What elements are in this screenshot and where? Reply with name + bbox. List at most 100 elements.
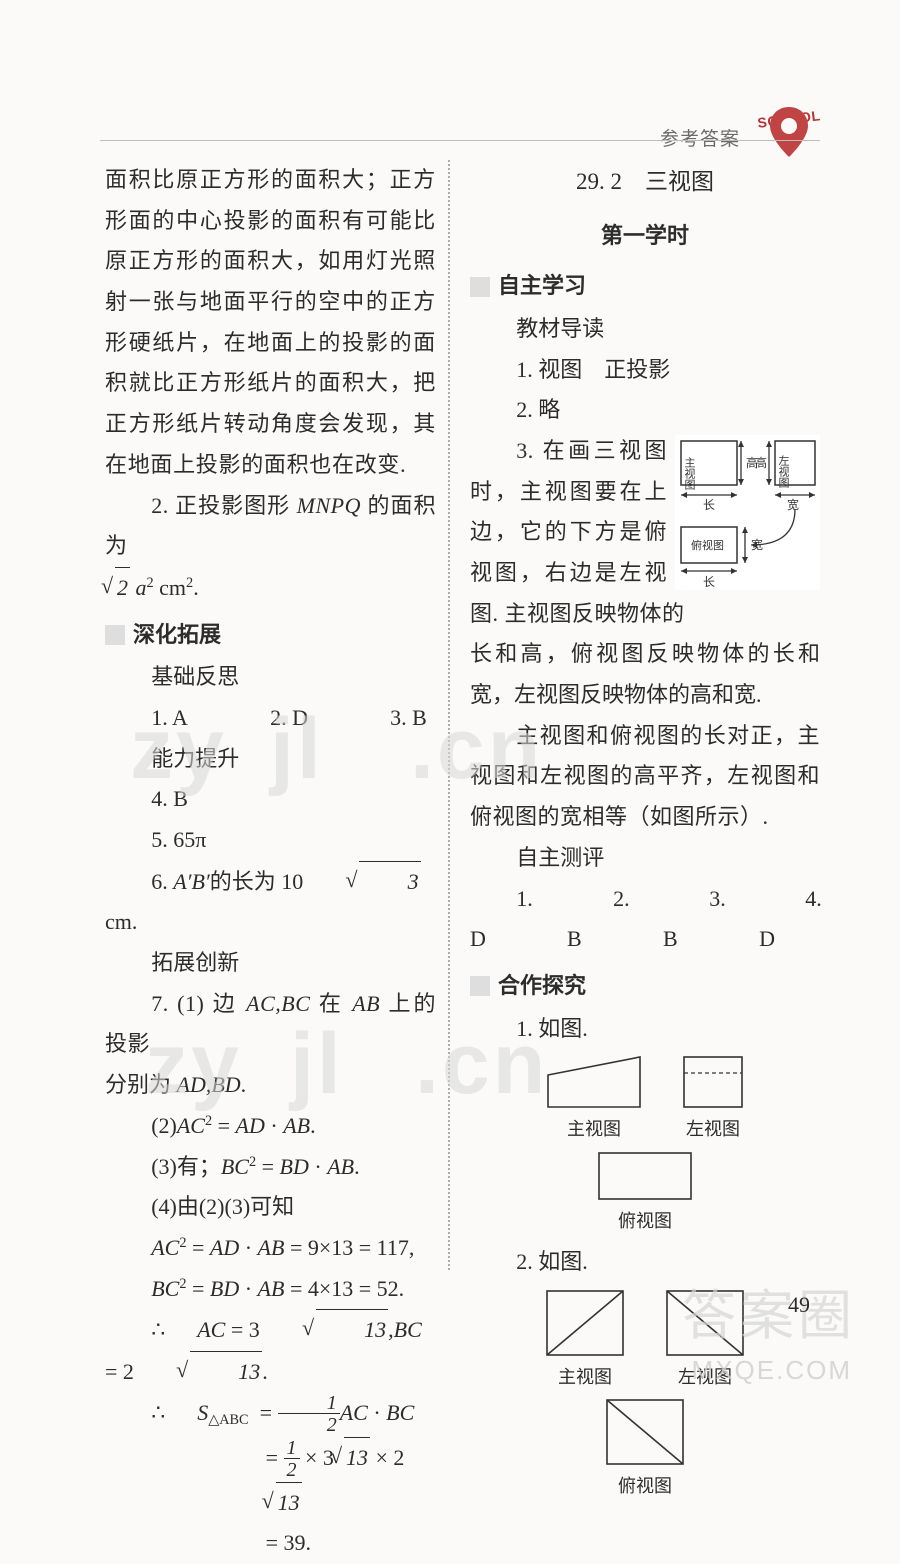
sub-nengli: 能力提升 — [105, 739, 436, 780]
ans-6: 6. A′B′的长为 103 cm. — [105, 861, 436, 943]
left-column: 面积比原正方形的面积大；正方形面的中心投影的面积有可能比原正方形的面积大，如用灯… — [105, 160, 450, 1270]
fig2-top: 俯视图 — [605, 1398, 685, 1503]
calc-1: AC2 = AD · AB = 9×13 = 117, — [105, 1228, 436, 1269]
sub-jiaocai: 教材导读 — [470, 309, 820, 350]
q7-ac: AC — [246, 991, 275, 1016]
calc-4: ∴ S△ABC = 12AC · BC — [105, 1393, 436, 1437]
q7-1-line2: 分别为 AD,BD. — [105, 1065, 436, 1106]
calc1b: = 9×13 = 117, — [290, 1235, 414, 1260]
section-title: 29. 2 三视图 — [470, 161, 820, 204]
gray-square-icon — [105, 625, 125, 645]
q7-ad: AD — [177, 1072, 206, 1097]
ans-3b: 3. B — [344, 698, 427, 739]
q7-1-line1: 7. (1) 边 AC,BC 在 AB 上的投影 — [105, 984, 436, 1065]
r13a: 13 — [316, 1309, 388, 1351]
r3b: 长和高，俯视图反映物体的长和宽，左视图反映物体的高和宽. — [470, 634, 820, 715]
q7-2: (2)AC2 = AD · AB. — [105, 1106, 436, 1147]
mnpq: MNPQ — [297, 493, 361, 518]
r2: 2. 略 — [470, 390, 820, 431]
svg-text:长: 长 — [703, 575, 715, 589]
heading-hezuo: 合作探究 — [470, 966, 820, 1007]
q6-b: 的长为 — [210, 869, 282, 894]
dot4: · — [239, 1276, 257, 1301]
calc-3: ∴ AC = 313,BC = 213. — [105, 1309, 436, 1392]
q7-3: (3)有；BC2 = BD · AB. — [105, 1147, 436, 1188]
calc2: = 4×13 = 52. — [290, 1276, 404, 1301]
svg-text:主视图: 主视图 — [683, 457, 696, 491]
calc-2: BC2 = BD · AB = 4×13 = 52. — [105, 1269, 436, 1310]
watermark-brand: 答案圈 — [682, 1271, 856, 1350]
cap-left-1: 左视图 — [686, 1113, 740, 1146]
fig-row-1b: 俯视图 — [470, 1151, 820, 1238]
gray-square-icon-2 — [470, 277, 490, 297]
cap-main-1: 主视图 — [567, 1113, 621, 1146]
answers-row-1: 1. A 2. D 3. B — [105, 698, 436, 739]
q7-1a: 7. (1) 边 — [151, 991, 246, 1016]
dot3: · — [239, 1235, 257, 1260]
header-rule — [100, 140, 820, 141]
svg-text:高: 高 — [755, 455, 767, 470]
ra1: 1. D — [470, 879, 531, 960]
fig1-main: 主视图 — [546, 1055, 642, 1146]
calc-5: = 12 × 313 × 213 — [105, 1437, 436, 1524]
heading-shenhua: 深化拓展 — [105, 615, 436, 656]
q2-result: 2 a2 cm2. — [105, 567, 436, 609]
ans-5: 5. 65π — [105, 820, 436, 861]
calc-6: = 39. — [105, 1523, 436, 1564]
left-q2: 2. 正投影图形 MNPQ 的面积为 — [105, 486, 436, 567]
svg-text:长: 长 — [703, 498, 715, 512]
fig1-left: 左视图 — [682, 1055, 744, 1146]
q7-bc: BC — [281, 991, 310, 1016]
q6-a: 6. — [151, 869, 173, 894]
ans-4b: 4. B — [105, 779, 436, 820]
three-view-diagram: 主视图 左视图 俯视图 高 高 — [675, 435, 820, 590]
header-label: 参考答案 — [660, 124, 740, 151]
right-column: 29. 2 三视图 第一学时 自主学习 教材导读 1. 视图 正投影 2. 略 … — [450, 160, 820, 1270]
ra2: 2. B — [567, 879, 627, 960]
heading-hezuo-text: 合作探究 — [498, 966, 586, 1007]
fig-row-2b: 俯视图 — [470, 1398, 820, 1503]
q6-ab: A′B′ — [173, 869, 210, 894]
watermark-url: MXQE.COM — [692, 1355, 852, 1386]
q7-p: . — [241, 1072, 247, 1097]
sub-jichu: 基础反思 — [105, 657, 436, 698]
q7-2a: (2) — [151, 1113, 177, 1138]
r-p2: 主视图和俯视图的长对正，主视图和左视图的高平齐，左视图和俯视图的宽相等（如图所示… — [470, 716, 820, 838]
q6-c: cm. — [105, 909, 137, 934]
fig-row-1: 主视图 左视图 — [470, 1055, 820, 1146]
page-number: 49 — [788, 1292, 810, 1318]
cap-top-2: 俯视图 — [618, 1470, 672, 1503]
school-badge: SCHOOL — [758, 105, 820, 167]
q7-1-2a: 分别为 — [105, 1072, 177, 1097]
q7-bd: BD — [211, 1072, 240, 1097]
h1: 1. 如图. — [470, 1009, 820, 1050]
answers-row-r: 1. D 2. B 3. B 4. D — [470, 879, 820, 960]
dot1: · — [265, 1113, 283, 1138]
two-column-body: 面积比原正方形的面积大；正方形面的中心投影的面积有可能比原正方形的面积大，如用灯… — [105, 160, 820, 1270]
q7-1b: 在 — [310, 991, 352, 1016]
ra3: 3. B — [663, 879, 723, 960]
r3-wrap: 主视图 左视图 俯视图 高 高 — [470, 431, 820, 634]
r1: 1. 视图 正投影 — [470, 350, 820, 391]
lesson-sub: 第一学时 — [470, 216, 820, 257]
ra4: 4. D — [759, 879, 820, 960]
heading-zizhu-text: 自主学习 — [498, 266, 586, 307]
q7-ab: AB — [352, 991, 380, 1016]
q7-4: (4)由(2)(3)可知 — [105, 1187, 436, 1228]
svg-text:俯视图: 俯视图 — [691, 538, 724, 552]
fig2-main: 主视图 — [545, 1289, 625, 1394]
ans-1a: 1. A — [105, 698, 188, 739]
cap-main-2: 主视图 — [558, 1361, 612, 1394]
heading-zizhu: 自主学习 — [470, 266, 820, 307]
gray-square-icon-3 — [470, 976, 490, 996]
heading-shenhua-text: 深化拓展 — [133, 615, 221, 656]
left-para-1: 面积比原正方形的面积大；正方形面的中心投影的面积有可能比原正方形的面积大，如用灯… — [105, 160, 436, 486]
dot2: · — [309, 1154, 327, 1179]
q2-text-a: 2. 正投影图形 — [151, 493, 296, 518]
cap-top-1: 俯视图 — [618, 1205, 672, 1238]
ans-2d: 2. D — [224, 698, 308, 739]
fig1-top: 俯视图 — [597, 1151, 693, 1238]
sub-tuozhan: 拓展创新 — [105, 943, 436, 984]
r13b: 13 — [190, 1351, 262, 1393]
q7-3a: (3)有； — [151, 1154, 221, 1179]
